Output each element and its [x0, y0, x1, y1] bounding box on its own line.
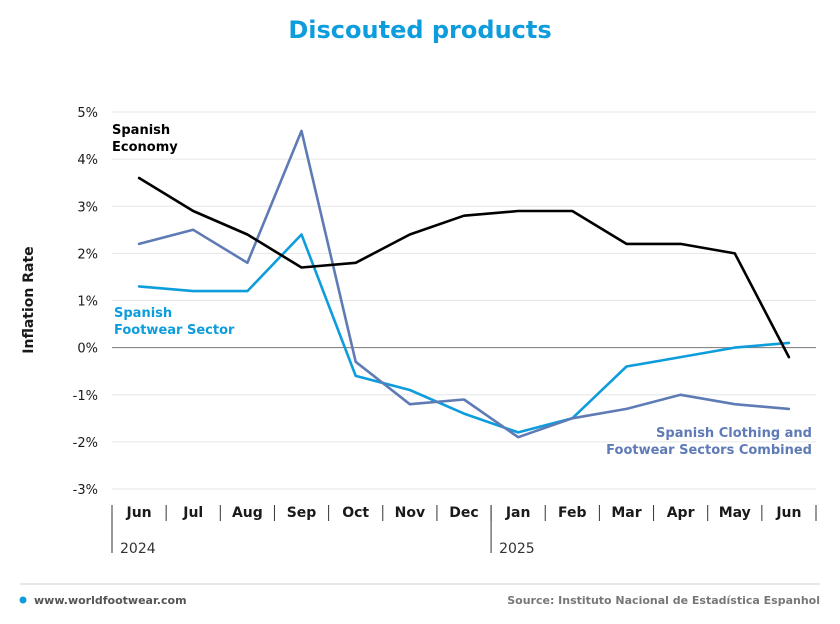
x-tick-label: Jan: [505, 505, 531, 521]
gridlines: [112, 111, 816, 490]
bullet-icon: [19, 596, 27, 604]
y-tick-label: -3%: [73, 483, 98, 498]
y-tick-label: 4%: [77, 153, 98, 168]
year-label: 2025: [499, 541, 535, 557]
y-axis-ticks: 5% 4% 3% 2% 1% 0% -1% -2% -3%: [73, 106, 98, 498]
x-tick-label: Nov: [395, 505, 425, 521]
y-tick-label: 5%: [77, 106, 98, 121]
series-label-combined: Spanish Clothing and Footwear Sectors Com…: [606, 426, 812, 458]
y-tick-label: -2%: [73, 436, 98, 451]
x-tick-label: Mar: [611, 505, 641, 521]
chart-title: Discouted products: [288, 16, 551, 44]
series-labels: Spanish Economy Spanish Footwear Sector Span…: [112, 123, 812, 458]
x-tick-label: Dec: [449, 505, 478, 521]
x-tick-label: Sep: [287, 505, 317, 521]
series-label-economy: Spanish Economy: [112, 123, 178, 155]
x-tick-label: Jul: [182, 505, 203, 521]
x-axis: Jun Jul Aug Sep Oct Nov Dec Jan Feb Mar Apr May Jun 2…: [111, 505, 817, 557]
website-link[interactable]: www.worldfootwear.com: [34, 594, 187, 607]
y-tick-label: 2%: [77, 247, 98, 262]
y-tick-label: 1%: [77, 295, 98, 310]
y-tick-label: 0%: [77, 342, 98, 357]
year-label: 2024: [120, 541, 156, 557]
x-tick-label: May: [719, 505, 751, 521]
y-tick-label: -1%: [73, 389, 98, 404]
y-axis-label: Inflation Rate: [21, 246, 37, 353]
series-label-footwear: Spanish Footwear Sector: [114, 306, 235, 338]
series-line-footwear: [137, 233, 791, 434]
x-tick-label: Feb: [558, 505, 587, 521]
x-tick-label: Apr: [667, 505, 695, 521]
series-line-combined: [137, 129, 791, 439]
source-note: Source: Instituto Nacional de Estadístic…: [507, 594, 820, 607]
series-lines: [137, 129, 791, 439]
series-line-economy: [137, 176, 791, 359]
x-tick-label: Jun: [775, 505, 801, 521]
x-tick-label: Aug: [232, 505, 263, 521]
x-tick-label: Oct: [342, 505, 369, 521]
y-tick-label: 3%: [77, 200, 98, 215]
x-tick-label: Jun: [125, 505, 151, 521]
